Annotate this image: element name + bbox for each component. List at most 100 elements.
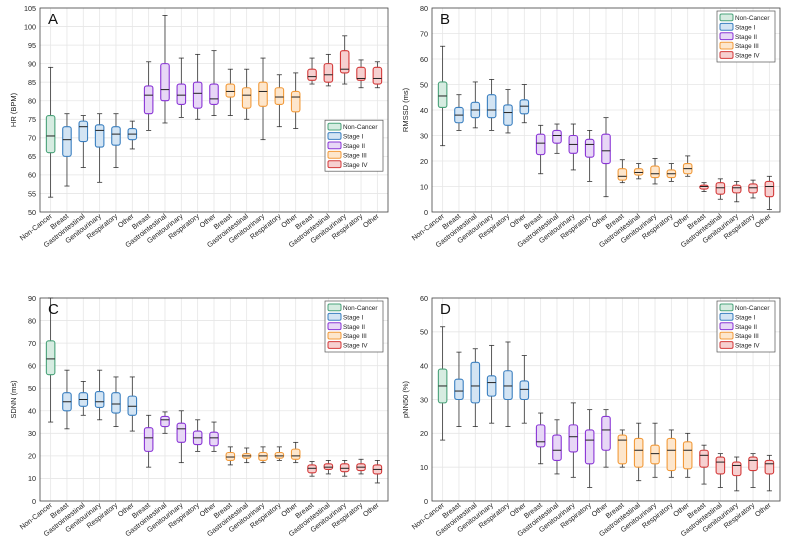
box-iqr — [503, 104, 513, 126]
legend-swatch — [327, 341, 342, 349]
box-iqr — [160, 415, 170, 428]
panel-d-pnn50-ytick-label: 40 — [420, 361, 428, 370]
box-iqr — [160, 63, 170, 102]
box-iqr — [666, 437, 677, 472]
legend-entry: Stage IV — [343, 162, 368, 169]
panel-a-hr-box-3 — [94, 113, 105, 183]
panel-c-sdnn-box-19 — [356, 458, 366, 475]
box-iqr — [62, 126, 72, 157]
panel-a-hr-ytick-label: 75 — [28, 115, 36, 124]
panel-b-rmssd-box-7 — [552, 123, 562, 154]
box-iqr — [731, 184, 742, 194]
panel-c-sdnn-box-12 — [241, 447, 252, 464]
panel-b-rmssd-box-8 — [568, 123, 579, 171]
panel-d-pnn50-box-9 — [584, 409, 595, 488]
box-iqr — [209, 83, 219, 105]
box-iqr — [552, 434, 562, 461]
panel-d-pnn50-box-16 — [699, 444, 709, 485]
panel-c-sdnn-box-8 — [176, 410, 187, 464]
box-iqr — [176, 83, 187, 105]
legend-swatch — [719, 32, 734, 41]
panel-a-hr-box-4 — [111, 113, 121, 168]
panel-a-hr-ytick-label: 105 — [24, 4, 36, 13]
panel-a-hr-ytick-label: 50 — [28, 208, 36, 217]
panel-a-hr-xtick-label: Other — [361, 211, 381, 230]
panel-b-rmssd-letter: B — [440, 11, 450, 28]
panel-b-rmssd-box-3 — [486, 79, 497, 131]
panel-c-sdnn-ytick-label: 0 — [32, 497, 36, 506]
panel-c-sdnn-xtick-label: Other — [361, 500, 381, 519]
box-iqr — [225, 451, 236, 461]
box-iqr — [764, 180, 775, 198]
panel-b-rmssd-axes-frame — [431, 7, 781, 213]
box-iqr — [601, 415, 611, 451]
panel-c-sdnn-box-1 — [62, 369, 72, 430]
box-iqr — [715, 182, 726, 195]
box-iqr — [274, 451, 285, 459]
panel-b-rmssd-legend: Non-Cancer Stage I Stage II Stage III Stage … — [716, 10, 776, 63]
legend-swatch — [327, 322, 342, 331]
box-iqr — [307, 464, 317, 474]
legend-swatch — [327, 150, 342, 159]
panel-c-sdnn-box-15 — [290, 441, 301, 464]
legend-entry: Non-Cancer — [735, 15, 770, 22]
panel-d-pnn50-box-0 — [437, 326, 448, 441]
legend-entry: Stage I — [735, 314, 755, 321]
box-iqr — [339, 463, 350, 473]
box-iqr — [617, 434, 628, 465]
panel-a-hr-ytick-label: 95 — [28, 41, 36, 50]
panel-b-rmssd-ytick-label: 10 — [420, 182, 428, 191]
legend-entry: Stage IV — [735, 343, 760, 350]
box-iqr — [437, 81, 448, 108]
panel-a-hr-box-10 — [209, 50, 219, 116]
legend-swatch — [327, 303, 342, 312]
box-iqr — [486, 94, 497, 119]
legend-swatch — [719, 51, 734, 59]
panel-d-pnn50-box-5 — [519, 355, 530, 424]
panel-a-hr-ytick-label: 80 — [28, 97, 36, 106]
panel-c-sdnn-letter: C — [48, 301, 59, 318]
panel-b-rmssd: 01020304050607080Non-CancerBreastGastroi… — [401, 4, 781, 249]
box-iqr — [535, 424, 546, 448]
panel-d-pnn50-ytick-label: 20 — [420, 429, 428, 438]
box-iqr — [699, 184, 709, 190]
panel-c-sdnn-box-11 — [225, 446, 236, 466]
box-iqr — [356, 66, 366, 81]
panel-c-sdnn-box-2 — [78, 381, 89, 416]
panel-a-hr-box-9 — [192, 53, 203, 120]
panel-d-pnn50-box-14 — [666, 429, 677, 478]
panel-d-pnn50-box-3 — [486, 344, 497, 424]
legend-swatch — [327, 331, 342, 340]
legend-swatch — [327, 122, 342, 131]
panel-d-pnn50-box-2 — [470, 348, 481, 427]
panel-b-rmssd-box-20 — [764, 175, 775, 210]
box-iqr — [519, 99, 530, 115]
box-iqr — [486, 375, 497, 397]
panel-d-pnn50-ytick-label: 50 — [420, 328, 428, 337]
box-iqr — [584, 138, 595, 158]
box-iqr — [568, 424, 579, 453]
legend-entry: Non-Cancer — [343, 124, 378, 131]
panel-c-sdnn: 0102030405060708090Non-CancerBreastGastr… — [9, 294, 389, 538]
box-iqr — [339, 50, 350, 74]
panel-b-rmssd-box-2 — [470, 81, 481, 129]
panel-d-pnn50-box-12 — [633, 422, 644, 482]
panel-a-hr-box-8 — [176, 57, 187, 118]
panel-a-hr-box-5 — [127, 120, 138, 150]
panel-d-pnn50-box-18 — [731, 456, 742, 492]
panel-a-hr-ytick-label: 85 — [28, 78, 36, 87]
panel-b-rmssd-box-10 — [601, 117, 611, 198]
box-iqr — [323, 63, 334, 83]
box-iqr — [209, 431, 219, 447]
panel-d-pnn50-box-1 — [454, 351, 464, 427]
panel-a-hr-box-16 — [307, 57, 317, 85]
panel-b-rmssd-box-19 — [748, 179, 758, 199]
panel-c-sdnn-box-0 — [45, 297, 56, 423]
panel-d-pnn50-box-6 — [535, 412, 546, 465]
panel-c-sdnn-ytick-label: 40 — [28, 407, 36, 416]
panel-c-sdnn-ytick-label: 20 — [28, 452, 36, 461]
legend-entry: Stage III — [735, 333, 759, 340]
panel-b-rmssd-box-5 — [519, 84, 530, 124]
panel-b-rmssd-box-6 — [535, 124, 546, 175]
